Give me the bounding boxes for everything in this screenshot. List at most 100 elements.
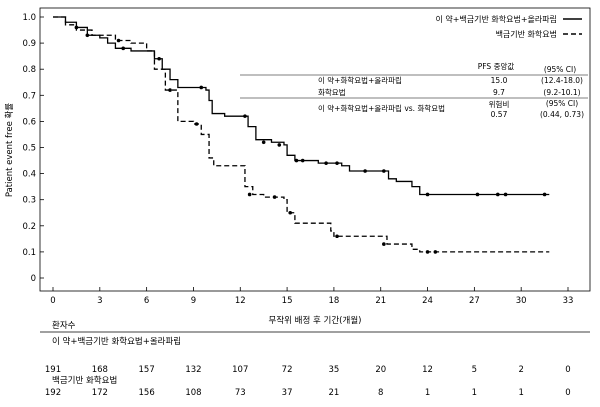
at-risk-value: 191 xyxy=(45,365,61,375)
censor-mark-0 xyxy=(503,192,508,197)
y-tick-label: 0 xyxy=(31,274,36,284)
censor-mark-0 xyxy=(157,56,161,61)
y-tick-label: 0.5 xyxy=(22,144,36,154)
x-tick-label: 30 xyxy=(516,296,527,306)
at-risk-value: 37 xyxy=(282,388,293,398)
table-row-0-median: 15.0 xyxy=(491,76,508,85)
x-axis-label: 무작위 배정 후 기간(개월) xyxy=(269,315,362,326)
table-row-0-label: 이 약+화학요법+올라파립 xyxy=(318,75,402,85)
series-line-0 xyxy=(53,16,550,196)
at-risk-value: 192 xyxy=(45,388,61,398)
series-layer xyxy=(53,16,550,254)
censor-mark-0 xyxy=(475,192,480,197)
at-risk-value: 72 xyxy=(282,365,293,375)
at-risk-value: 0 xyxy=(565,388,570,398)
at-risk-value: 108 xyxy=(185,388,201,398)
table-row-0-ci: (12.4-18.0) xyxy=(541,76,583,85)
x-tick-label: 9 xyxy=(191,296,196,306)
censor-mark-0 xyxy=(243,114,247,118)
series-line-1 xyxy=(53,16,550,253)
y-tick-label: 0.1 xyxy=(22,248,36,258)
at-risk-value: 20 xyxy=(375,365,386,375)
censor-mark-1 xyxy=(272,195,277,199)
censor-mark-0 xyxy=(324,161,328,165)
at-risk-title: 환자수 xyxy=(52,320,76,331)
censor-mark-1 xyxy=(168,88,172,92)
x-tick-label: 24 xyxy=(422,296,433,306)
censor-mark-0 xyxy=(121,46,126,51)
y-tick-label: 0.6 xyxy=(22,117,36,127)
at-risk-row-0: 191 168 157 132 107 72 35 20 12 5 2 0 xyxy=(45,365,571,375)
plot-frame xyxy=(39,7,591,292)
at-risk-value: 12 xyxy=(422,365,433,375)
censor-mark-0 xyxy=(335,161,339,165)
censor-mark-1 xyxy=(382,242,386,246)
table-hr-header: 위험비 xyxy=(489,100,510,109)
y-tick-label: 1.0 xyxy=(22,13,36,23)
summary-table: PFS 중앙값 (95% CI) 이 약+화학요법+올라파립 15.0 (12.… xyxy=(240,61,588,119)
y-tick-label: 0.8 xyxy=(22,65,36,75)
at-risk-group-1-label: 백금기반 화학요법 xyxy=(52,375,117,386)
censor-mark-1 xyxy=(425,250,430,254)
at-risk-value: 73 xyxy=(235,388,246,398)
x-tick-label: 3 xyxy=(97,296,102,306)
at-risk-value: 132 xyxy=(185,365,201,375)
at-risk-row-1: 192 172 156 108 73 37 21 8 1 1 1 0 xyxy=(45,388,571,398)
x-tick-label: 27 xyxy=(469,296,480,306)
at-risk-group-0-label: 이 약+백금기반 화학요법+올라파립 xyxy=(52,336,181,347)
censor-mark-0 xyxy=(495,192,500,197)
at-risk-table: 환자수 이 약+백금기반 화학요법+올라파립 백금기반 화학요법 191 168 1… xyxy=(45,320,571,398)
at-risk-value: 156 xyxy=(139,388,155,398)
x-tick-label: 21 xyxy=(375,296,386,306)
table-hr-label: 이 약+화학요법+올라파립 vs. 화학요법 xyxy=(318,103,445,113)
censor-mark-0 xyxy=(382,169,386,173)
y-tick-label: 0.3 xyxy=(22,196,36,206)
legend-label-0: 이 약+백금기반 화학요법+올라파립 xyxy=(435,14,557,24)
censor-mark-0 xyxy=(294,158,299,163)
y-tick-label: 0.4 xyxy=(22,170,36,180)
table-header-ci: (95% CI) xyxy=(544,65,576,74)
at-risk-value: 168 xyxy=(92,365,108,375)
x-tick-label: 15 xyxy=(282,296,293,306)
at-risk-value: 1 xyxy=(472,388,477,398)
table-row-1-label: 화학요법 xyxy=(318,87,346,97)
at-risk-value: 0 xyxy=(565,365,570,375)
censor-mark-1 xyxy=(116,38,121,43)
table-row-1-median: 9.7 xyxy=(493,88,505,97)
censor-mark-1 xyxy=(288,210,293,215)
x-tick-label: 12 xyxy=(235,296,246,306)
table-row-1-ci: (9.2-10.1) xyxy=(543,88,580,97)
legend: 이 약+백금기반 화학요법+올라파립 백금기반 화학요법 xyxy=(435,14,582,39)
table-hr-value: 0.57 xyxy=(491,110,508,119)
at-risk-value: 172 xyxy=(92,388,108,398)
y-tick-label: 0.9 xyxy=(22,39,36,49)
censor-mark-0 xyxy=(277,143,282,147)
table-hr-ci-header: (95% CI) xyxy=(546,99,578,108)
censor-mark-1 xyxy=(194,122,199,126)
table-hr-ci: (0.44, 0.73) xyxy=(540,110,584,119)
x-tick-label: 33 xyxy=(563,296,574,306)
x-tick-label: 6 xyxy=(144,296,149,306)
at-risk-value: 21 xyxy=(328,388,339,398)
censor-mark-0 xyxy=(300,158,305,163)
censor-mark-0 xyxy=(363,169,367,173)
y-tick-label: 0.7 xyxy=(22,91,36,101)
at-risk-value: 157 xyxy=(139,365,155,375)
at-risk-value: 107 xyxy=(232,365,248,375)
at-risk-value: 5 xyxy=(472,365,477,375)
at-risk-value: 2 xyxy=(518,365,523,375)
x-tick-label: 0 xyxy=(50,296,55,306)
censor-mark-0 xyxy=(199,85,204,90)
censor-mark-0 xyxy=(542,192,547,197)
y-tick-label: 0.2 xyxy=(22,222,36,232)
censor-mark-1 xyxy=(433,250,438,254)
y-axis-label: Patient event free 확률 xyxy=(4,103,15,197)
at-risk-value: 1 xyxy=(518,388,523,398)
at-risk-value: 35 xyxy=(328,365,339,375)
censor-mark-0 xyxy=(261,140,266,145)
table-header-median: PFS 중앙값 xyxy=(478,61,515,71)
legend-label-1: 백금기반 화학요법 xyxy=(496,29,557,39)
at-risk-value: 1 xyxy=(425,388,430,398)
